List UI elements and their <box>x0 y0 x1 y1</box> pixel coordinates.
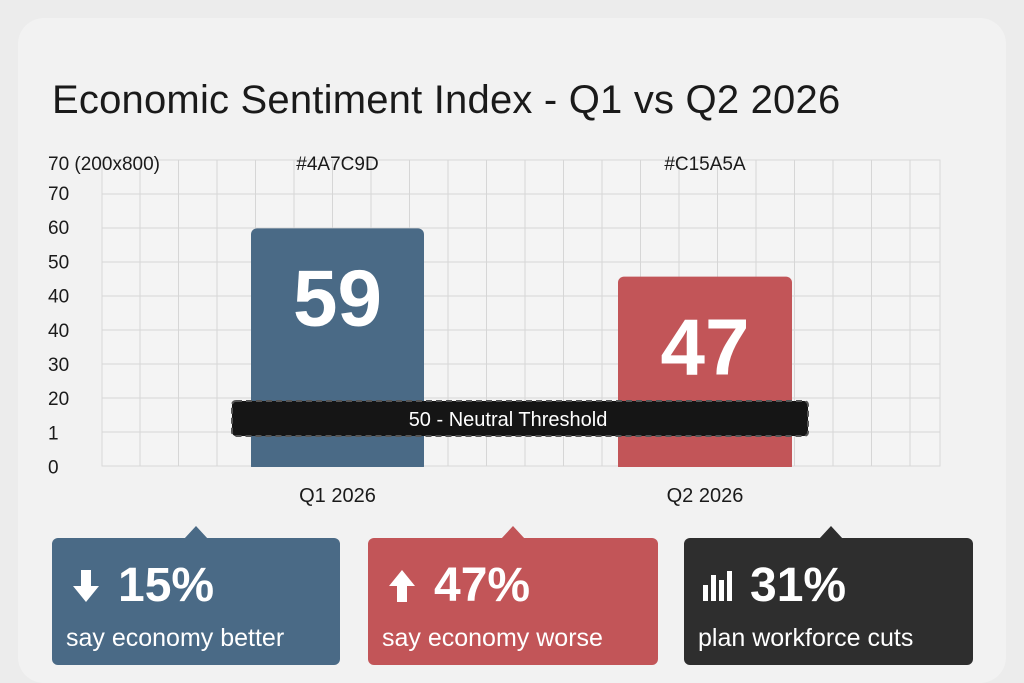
stat-caption: say economy worse <box>382 624 603 652</box>
bar-base <box>618 464 792 466</box>
neutral-threshold-line: 50 - Neutral Threshold <box>231 400 809 437</box>
y-header-label: 70 (200x800) <box>48 154 160 175</box>
baseline-mask <box>97 467 945 475</box>
y-tick-label: 60 <box>48 218 69 239</box>
stat-caption: say economy better <box>66 624 285 652</box>
y-tick-label: 40 <box>48 321 69 342</box>
threshold-label: 50 - Neutral Threshold <box>409 409 608 431</box>
stat-caption: plan workforce cuts <box>698 624 914 652</box>
x-axis-categories: Q1 2026 Q2 2026 <box>299 485 743 507</box>
stat-card-pointer <box>501 526 525 539</box>
stat-card-pointer <box>184 526 208 539</box>
bar-chart-icon <box>700 566 736 606</box>
stat-card-worse: 47% say economy worse <box>368 526 658 665</box>
y-tick-label: 40 <box>48 287 69 308</box>
stat-value: 31% <box>750 559 847 612</box>
stat-value: 15% <box>118 559 215 612</box>
stat-card-cuts: 31% plan workforce cuts <box>684 526 973 665</box>
chart-title: Economic Sentiment Index - Q1 vs Q2 2026 <box>52 78 841 122</box>
bar-value-label: 59 <box>293 253 382 342</box>
bar-base <box>251 464 424 466</box>
bar-color-label: #4A7C9D <box>296 154 378 175</box>
y-tick-label: 1 <box>48 423 59 444</box>
y-tick-label: 50 <box>48 252 69 273</box>
stat-card-better: 15% say economy better <box>52 526 340 665</box>
threshold-band <box>231 400 809 437</box>
bar-value-label: 47 <box>661 303 750 392</box>
x-category-label: Q2 2026 <box>667 485 744 507</box>
stat-card-pointer <box>819 526 843 539</box>
y-tick-label: 20 <box>48 389 69 410</box>
bar-color-label: #C15A5A <box>664 154 746 175</box>
arrow-down-icon <box>68 566 104 606</box>
x-category-label: Q1 2026 <box>299 485 376 507</box>
y-tick-label: 0 <box>48 458 59 479</box>
y-tick-label: 30 <box>48 355 69 376</box>
arrow-up-icon <box>384 566 420 606</box>
y-tick-label: 70 <box>48 184 69 205</box>
stat-value: 47% <box>434 559 531 612</box>
